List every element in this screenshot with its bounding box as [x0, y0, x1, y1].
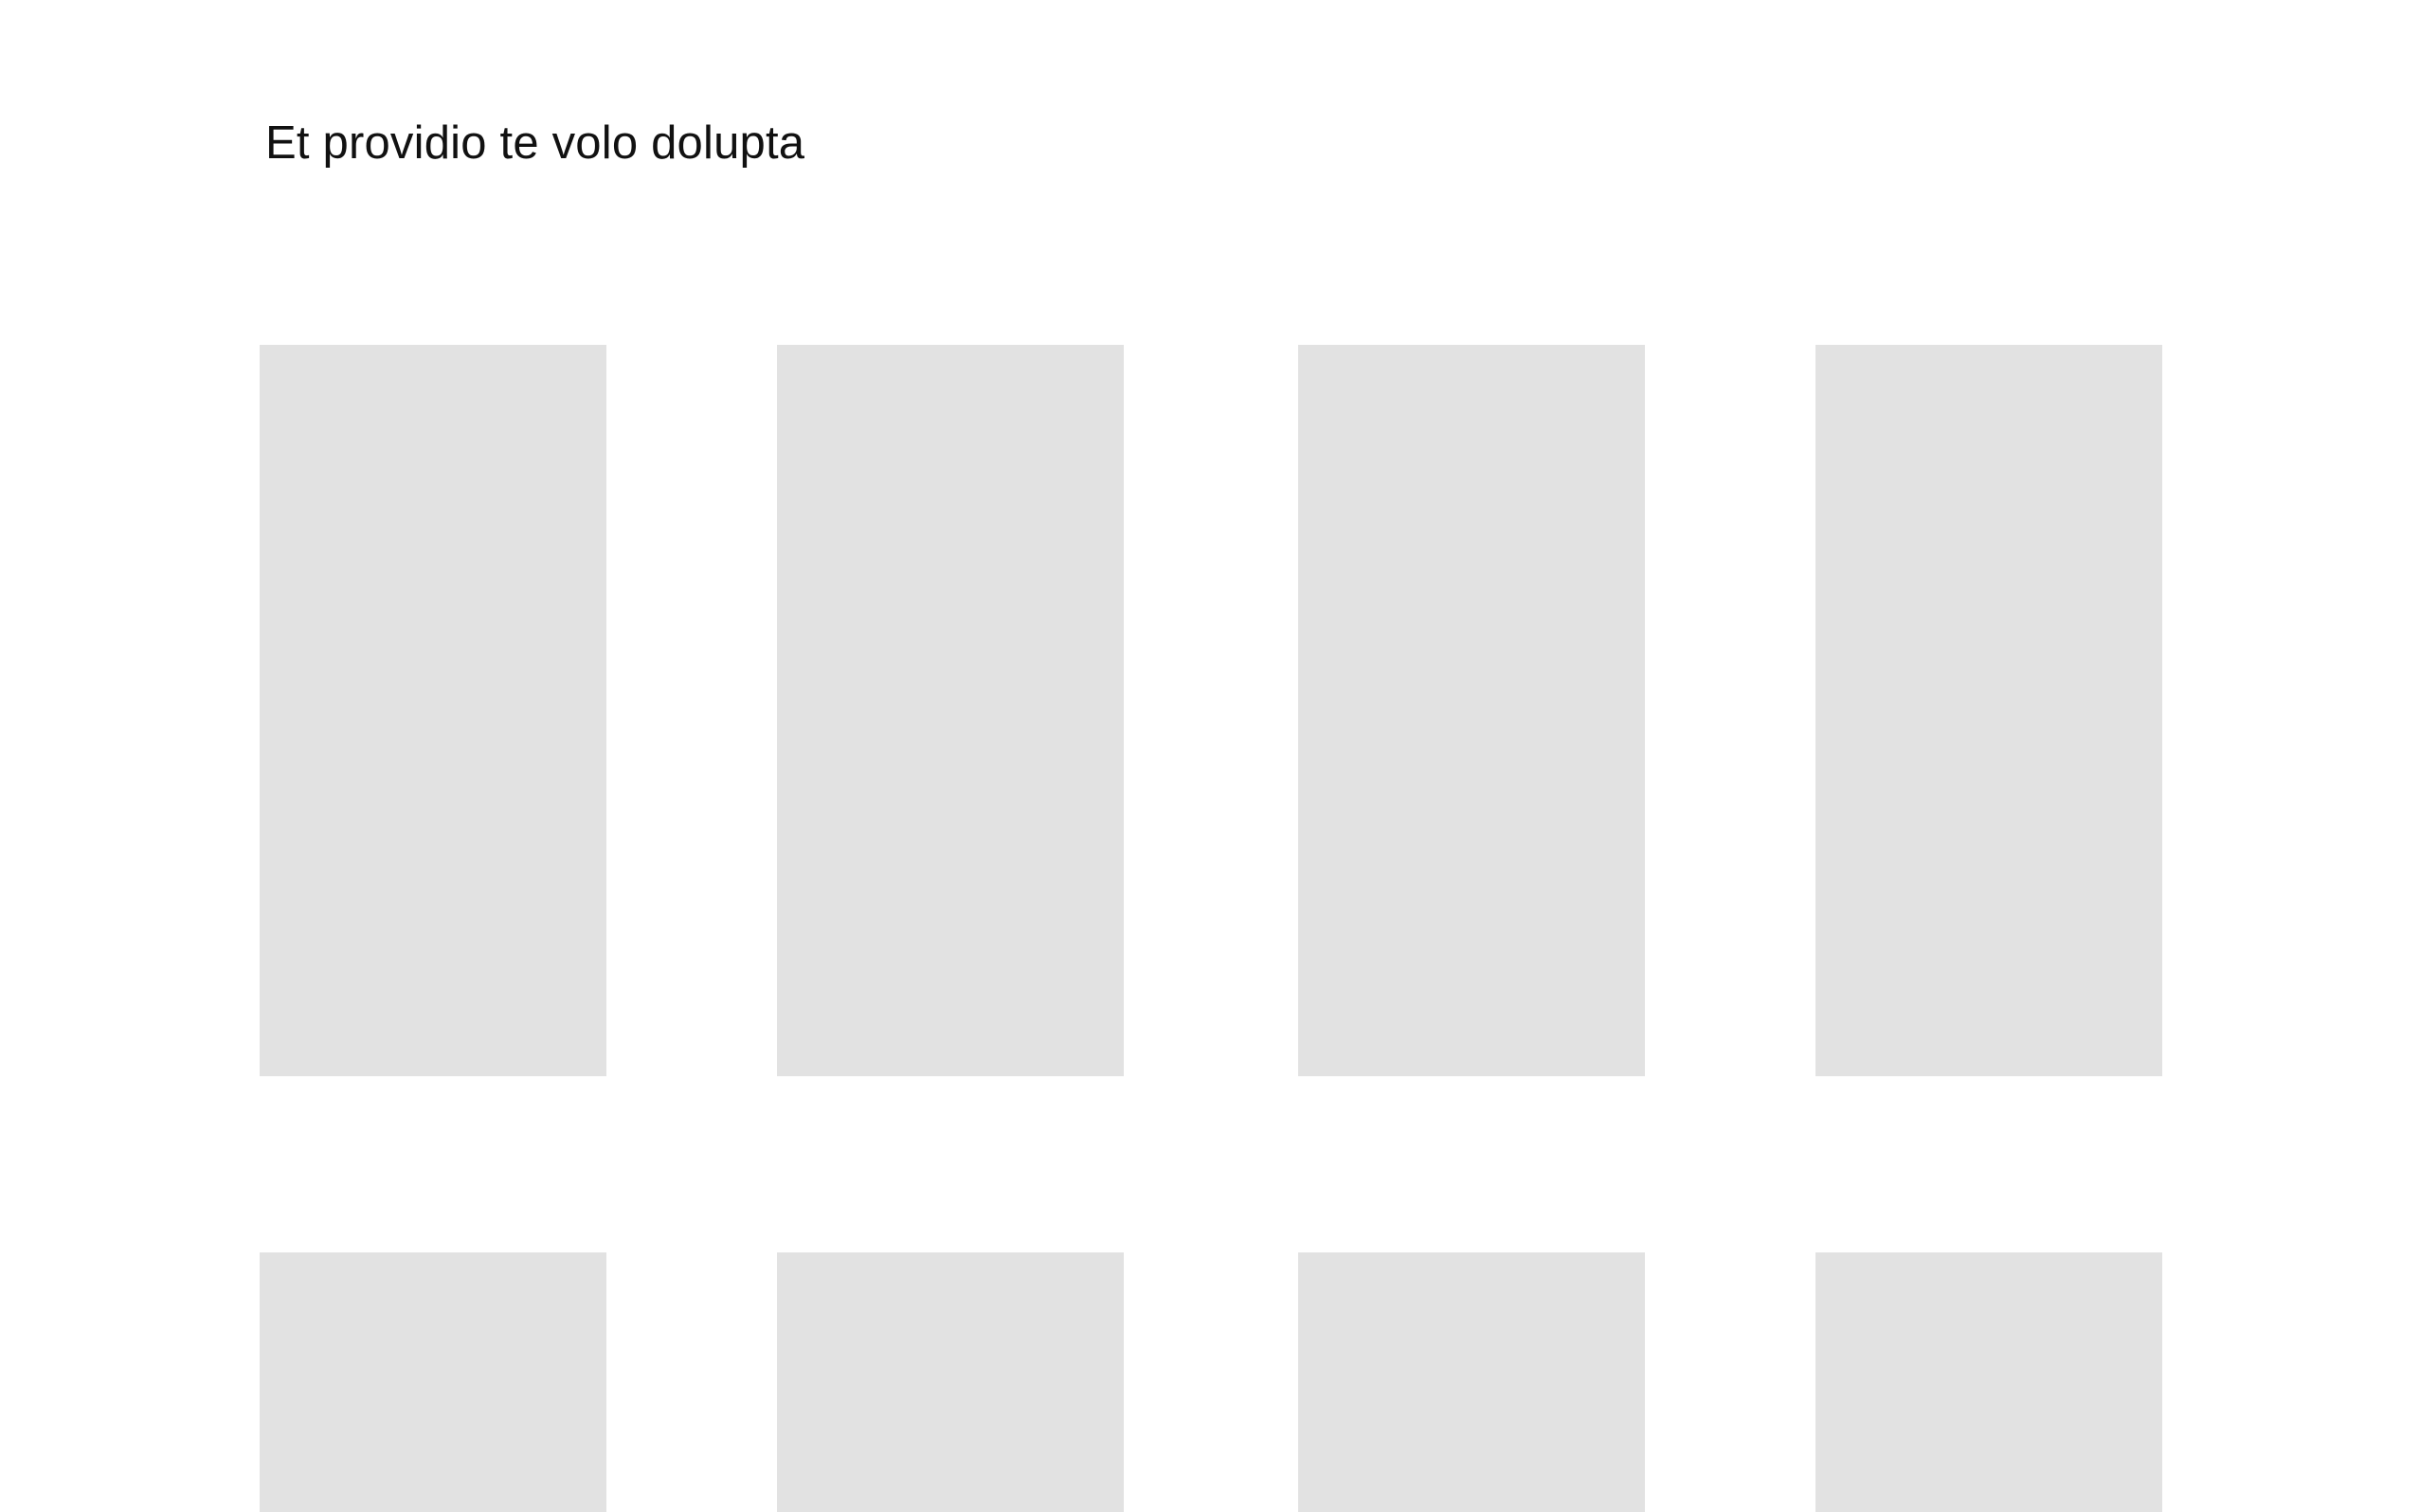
grid-tile[interactable]	[1815, 345, 2162, 1076]
grid-tile[interactable]	[777, 1252, 1124, 1512]
grid-tile[interactable]	[777, 345, 1124, 1076]
grid-tile[interactable]	[1298, 1252, 1645, 1512]
grid-tile[interactable]	[260, 345, 606, 1076]
page-title: Et providio te volo dolupta	[265, 117, 805, 169]
grid-tile[interactable]	[260, 1252, 606, 1512]
grid-tile[interactable]	[1815, 1252, 2162, 1512]
grid-tile[interactable]	[1298, 345, 1645, 1076]
